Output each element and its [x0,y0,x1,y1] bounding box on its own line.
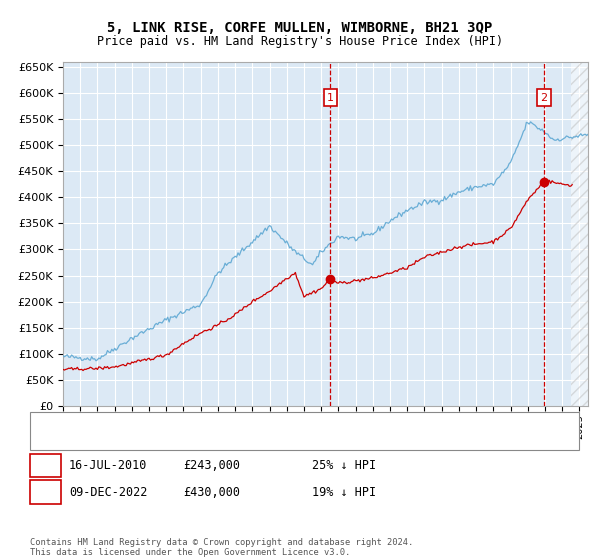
Text: 16-JUL-2010: 16-JUL-2010 [69,459,148,472]
Text: Contains HM Land Registry data © Crown copyright and database right 2024.
This d: Contains HM Land Registry data © Crown c… [30,538,413,557]
Text: 5, LINK RISE, CORFE MULLEN, WIMBORNE, BH21 3QP (detached house): 5, LINK RISE, CORFE MULLEN, WIMBORNE, BH… [71,417,449,427]
Text: 5, LINK RISE, CORFE MULLEN, WIMBORNE, BH21 3QP: 5, LINK RISE, CORFE MULLEN, WIMBORNE, BH… [107,21,493,35]
Text: £430,000: £430,000 [183,486,240,499]
Bar [571,62,588,406]
Text: 2: 2 [541,93,547,103]
Text: 2: 2 [42,486,49,499]
Text: £243,000: £243,000 [183,459,240,472]
Text: ——: —— [39,433,57,447]
Text: Price paid vs. HM Land Registry's House Price Index (HPI): Price paid vs. HM Land Registry's House … [97,35,503,48]
Text: 25% ↓ HPI: 25% ↓ HPI [312,459,376,472]
Text: 19% ↓ HPI: 19% ↓ HPI [312,486,376,499]
Text: ——: —— [39,415,57,430]
Text: HPI: Average price, detached house, Dorset: HPI: Average price, detached house, Dors… [71,435,323,445]
Text: 1: 1 [42,459,49,472]
Text: 1: 1 [327,93,334,103]
Text: 09-DEC-2022: 09-DEC-2022 [69,486,148,499]
